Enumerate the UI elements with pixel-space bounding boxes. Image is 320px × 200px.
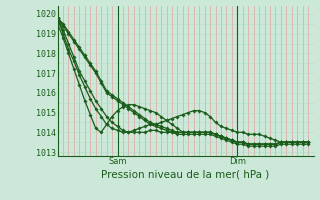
X-axis label: Pression niveau de la mer( hPa ): Pression niveau de la mer( hPa ) (101, 169, 270, 179)
